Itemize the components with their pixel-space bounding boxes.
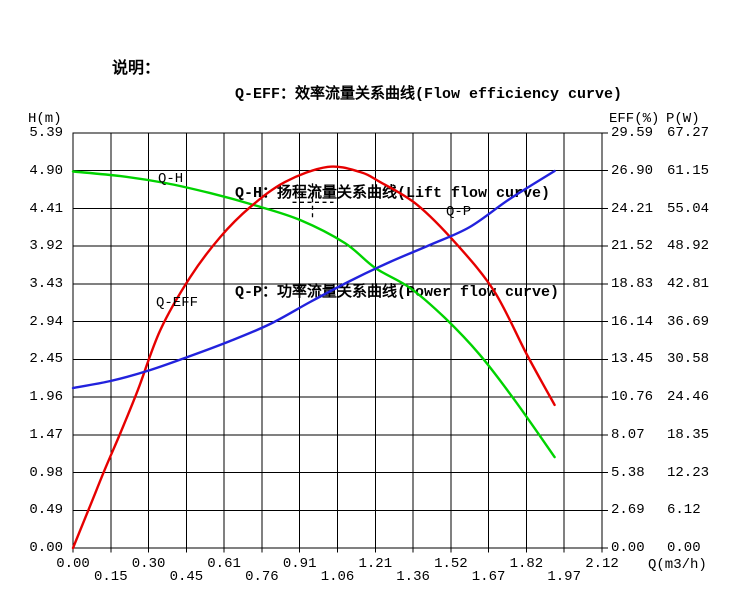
q-axis-tick-label: 0.91: [282, 556, 317, 572]
p-axis-tick-label: 61.15: [667, 162, 710, 179]
q-axis-tick-label: 0.15: [93, 569, 128, 585]
eff-axis-tick-label: 10.76: [611, 389, 654, 406]
legend-title: 说明：: [112, 60, 161, 78]
p-axis-tick-label: 12.23: [667, 464, 710, 481]
p-axis-tick-label: 42.81: [667, 275, 710, 292]
p-axis-tick-label: 30.58: [667, 351, 710, 368]
right-axis-p-title: P(W): [666, 111, 700, 127]
h-axis-tick-label: 2.94: [29, 313, 63, 330]
h-axis-tick-label: 2.45: [29, 351, 63, 368]
h-axis-tick-label: 5.39: [29, 125, 63, 141]
q-axis-tick-label: 0.00: [56, 556, 90, 572]
q-axis-tick-label: 1.06: [320, 569, 355, 585]
p-axis-tick-label: 6.12: [667, 502, 701, 519]
q-axis-tick-label: 0.61: [207, 556, 241, 572]
p-axis-tick-label: 24.46: [667, 389, 710, 406]
q-axis-tick-label: 1.82: [509, 556, 544, 572]
q-axis-tick-label: 0.76: [245, 569, 279, 585]
h-axis-tick-label: 0.98: [29, 464, 63, 481]
q-axis-tick-label: 1.97: [547, 569, 581, 585]
p-axis-tick-label: 0.00: [667, 540, 701, 556]
plot-border: [72, 132, 603, 549]
curve-q-h: [71, 170, 556, 459]
q-axis-tick-label: 1.36: [396, 569, 430, 585]
curve-label-q-p: Q-P: [446, 204, 472, 220]
p-axis-tick-label: 18.35: [667, 426, 710, 443]
eff-axis-tick-label: 21.52: [611, 238, 654, 255]
p-axis-tick-label: 36.69: [667, 313, 710, 330]
eff-axis-tick-label: 5.38: [611, 464, 645, 481]
curve-q-p: [71, 169, 556, 390]
q-axis-tick-label: 0.45: [169, 569, 204, 585]
eff-axis-tick-label: 0.00: [611, 540, 645, 556]
p-axis-tick-label: 48.92: [667, 238, 710, 255]
q-axis-tick-label: 2.12: [585, 556, 619, 572]
h-axis-tick-label: 0.49: [29, 502, 63, 519]
eff-axis-tick-label: 13.45: [611, 351, 654, 368]
q-axis-tick-label: 1.52: [434, 556, 468, 572]
p-axis-tick-label: 67.27: [667, 125, 710, 141]
curve-label-q-eff: Q-EFF: [156, 295, 199, 311]
h-axis-tick-label: 0.00: [29, 540, 63, 556]
h-axis-tick-label: 4.41: [29, 200, 63, 217]
q-axis-tick-label: 1.67: [471, 569, 506, 585]
x-axis-title: Q(m3/h): [648, 557, 707, 573]
h-axis-tick-label: 4.90: [29, 162, 63, 179]
h-axis-tick-label: 1.47: [29, 426, 63, 443]
eff-axis-tick-label: 29.59: [611, 125, 654, 141]
q-axis-tick-label: 0.30: [131, 556, 166, 572]
h-axis-tick-label: 3.92: [29, 238, 63, 255]
legend-line-q-eff: Q-EFF：效率流量关系曲线(Flow efficiency curve): [235, 86, 623, 103]
eff-axis-tick-label: 16.14: [611, 313, 654, 330]
h-axis-tick-label: 3.43: [29, 275, 63, 292]
curve-q-eff: [71, 165, 556, 550]
p-axis-tick-label: 55.04: [667, 200, 710, 217]
eff-axis-tick-label: 8.07: [611, 426, 645, 443]
right-axis-eff-title: EFF(%): [609, 111, 660, 127]
h-axis-tick-label: 1.96: [29, 389, 63, 406]
curve-label-q-h: Q-H: [158, 171, 184, 187]
left-axis-title: H(m): [28, 111, 62, 127]
q-axis-tick-label: 1.21: [358, 556, 393, 572]
eff-axis-tick-label: 18.83: [611, 275, 654, 292]
eff-axis-tick-label: 26.90: [611, 162, 654, 179]
eff-axis-tick-label: 24.21: [611, 200, 654, 217]
legend-line-q-p: Q-P：功率流量关系曲线(Power flow curve): [235, 284, 560, 301]
eff-axis-tick-label: 2.69: [611, 502, 645, 519]
